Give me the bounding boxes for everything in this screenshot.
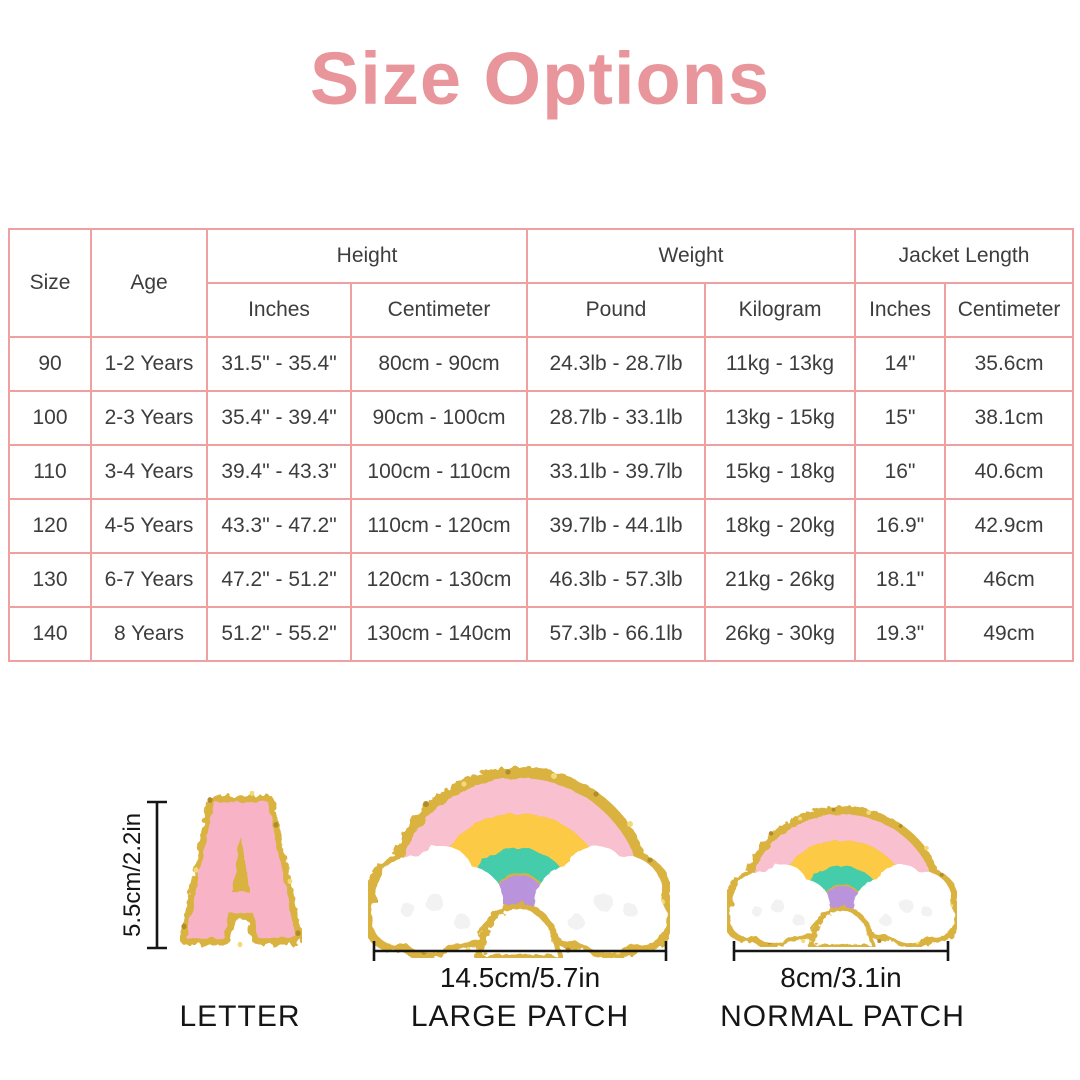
- col-header-jacket-length: Jacket Length: [854, 228, 1075, 284]
- table-cell: 18.1": [854, 552, 947, 608]
- table-cell: 24.3lb - 28.7lb: [526, 336, 707, 392]
- col-header-jacket-inches: Inches: [854, 282, 947, 338]
- letter-height-dimension-label: 5.5cm/2.2in: [119, 812, 146, 938]
- chenille-letter-a-patch-icon: [180, 791, 302, 949]
- chenille-rainbow-large-patch-icon: [368, 752, 670, 958]
- table-cell: 40.6cm: [944, 444, 1075, 500]
- col-header-weight-kilogram: Kilogram: [704, 282, 857, 338]
- table-cell: 13kg - 15kg: [704, 390, 857, 446]
- table-cell: 35.4" - 39.4": [206, 390, 352, 446]
- col-header-age: Age: [90, 228, 208, 338]
- table-cell: 90: [8, 336, 92, 392]
- table-cell: 46cm: [944, 552, 1075, 608]
- table-cell: 130: [8, 552, 92, 608]
- table-row: 110 3-4 Years 39.4" - 43.3" 100cm - 110c…: [8, 444, 1075, 500]
- table-cell: 6-7 Years: [90, 552, 208, 608]
- table-cell: 35.6cm: [944, 336, 1075, 392]
- col-header-weight: Weight: [526, 228, 857, 284]
- table-cell: 16.9": [854, 498, 947, 554]
- table-cell: 100cm - 110cm: [349, 444, 529, 500]
- col-header-size: Size: [8, 228, 92, 338]
- table-cell: 26kg - 30kg: [704, 606, 857, 662]
- table-cell: 130cm - 140cm: [349, 606, 529, 662]
- large-patch-caption: LARGE PATCH: [410, 1000, 630, 1033]
- table-cell: 42.9cm: [944, 498, 1075, 554]
- table-cell: 120: [8, 498, 92, 554]
- table-row: 130 6-7 Years 47.2" - 51.2" 120cm - 130c…: [8, 552, 1075, 608]
- table-cell: 16": [854, 444, 947, 500]
- normal-patch-caption: NORMAL PATCH: [720, 1000, 965, 1033]
- col-header-height-centimeter: Centimeter: [349, 282, 529, 338]
- table-cell: 57.3lb - 66.1lb: [526, 606, 707, 662]
- table-cell: 8 Years: [90, 606, 208, 662]
- table-cell: 43.3" - 47.2": [206, 498, 352, 554]
- table-cell: 90cm - 100cm: [349, 390, 529, 446]
- table-cell: 2-3 Years: [90, 390, 208, 446]
- col-header-height: Height: [205, 228, 529, 284]
- normal-patch-width-dimension-line: [732, 941, 950, 961]
- letter-height-dimension-line: [147, 800, 167, 950]
- large-patch-dimension-label: 14.5cm/5.7in: [439, 962, 601, 993]
- table-cell: 51.2" - 55.2": [206, 606, 352, 662]
- col-header-height-inches: Inches: [206, 282, 352, 338]
- table-cell: 28.7lb - 33.1lb: [526, 390, 707, 446]
- table-cell: 31.5" - 35.4": [206, 336, 352, 392]
- normal-patch-dimension-label: 8cm/3.1in: [780, 962, 902, 993]
- table-cell: 46.3lb - 57.3lb: [526, 552, 707, 608]
- table-cell: 15": [854, 390, 947, 446]
- table-cell: 120cm - 130cm: [349, 552, 529, 608]
- table-cell: 14": [854, 336, 947, 392]
- table-cell: 33.1lb - 39.7lb: [526, 444, 707, 500]
- table-cell: 140: [8, 606, 92, 662]
- table-cell: 80cm - 90cm: [349, 336, 529, 392]
- table-cell: 38.1cm: [944, 390, 1075, 446]
- table-cell: 47.2" - 51.2": [206, 552, 352, 608]
- table-cell: 21kg - 26kg: [704, 552, 857, 608]
- table-row: 100 2-3 Years 35.4" - 39.4" 90cm - 100cm…: [8, 390, 1075, 446]
- large-patch-width-dimension-line: [372, 941, 668, 961]
- table-cell: 1-2 Years: [90, 336, 208, 392]
- table-cell: 15kg - 18kg: [704, 444, 857, 500]
- table-row: 120 4-5 Years 43.3" - 47.2" 110cm - 120c…: [8, 498, 1075, 554]
- table-cell: 19.3": [854, 606, 947, 662]
- table-cell: 110cm - 120cm: [349, 498, 529, 554]
- table-cell: 100: [8, 390, 92, 446]
- chenille-rainbow-normal-patch-icon: [727, 795, 957, 947]
- letter-patch-caption: LETTER: [179, 1000, 301, 1033]
- table-row: 140 8 Years 51.2" - 55.2" 130cm - 140cm …: [8, 606, 1075, 662]
- table-cell: 110: [8, 444, 92, 500]
- table-row: 90 1-2 Years 31.5" - 35.4" 80cm - 90cm 2…: [8, 336, 1075, 392]
- size-chart-table: Size Age Height Weight Jacket Length Inc…: [8, 228, 1075, 662]
- col-header-weight-pound: Pound: [526, 282, 707, 338]
- table-cell: 4-5 Years: [90, 498, 208, 554]
- table-cell: 39.4" - 43.3": [206, 444, 352, 500]
- table-cell: 18kg - 20kg: [704, 498, 857, 554]
- table-cell: 11kg - 13kg: [704, 336, 857, 392]
- page-title: Size Options: [309, 37, 771, 120]
- table-cell: 3-4 Years: [90, 444, 208, 500]
- col-header-jacket-centimeter: Centimeter: [944, 282, 1075, 338]
- table-cell: 39.7lb - 44.1lb: [526, 498, 707, 554]
- table-cell: 49cm: [944, 606, 1075, 662]
